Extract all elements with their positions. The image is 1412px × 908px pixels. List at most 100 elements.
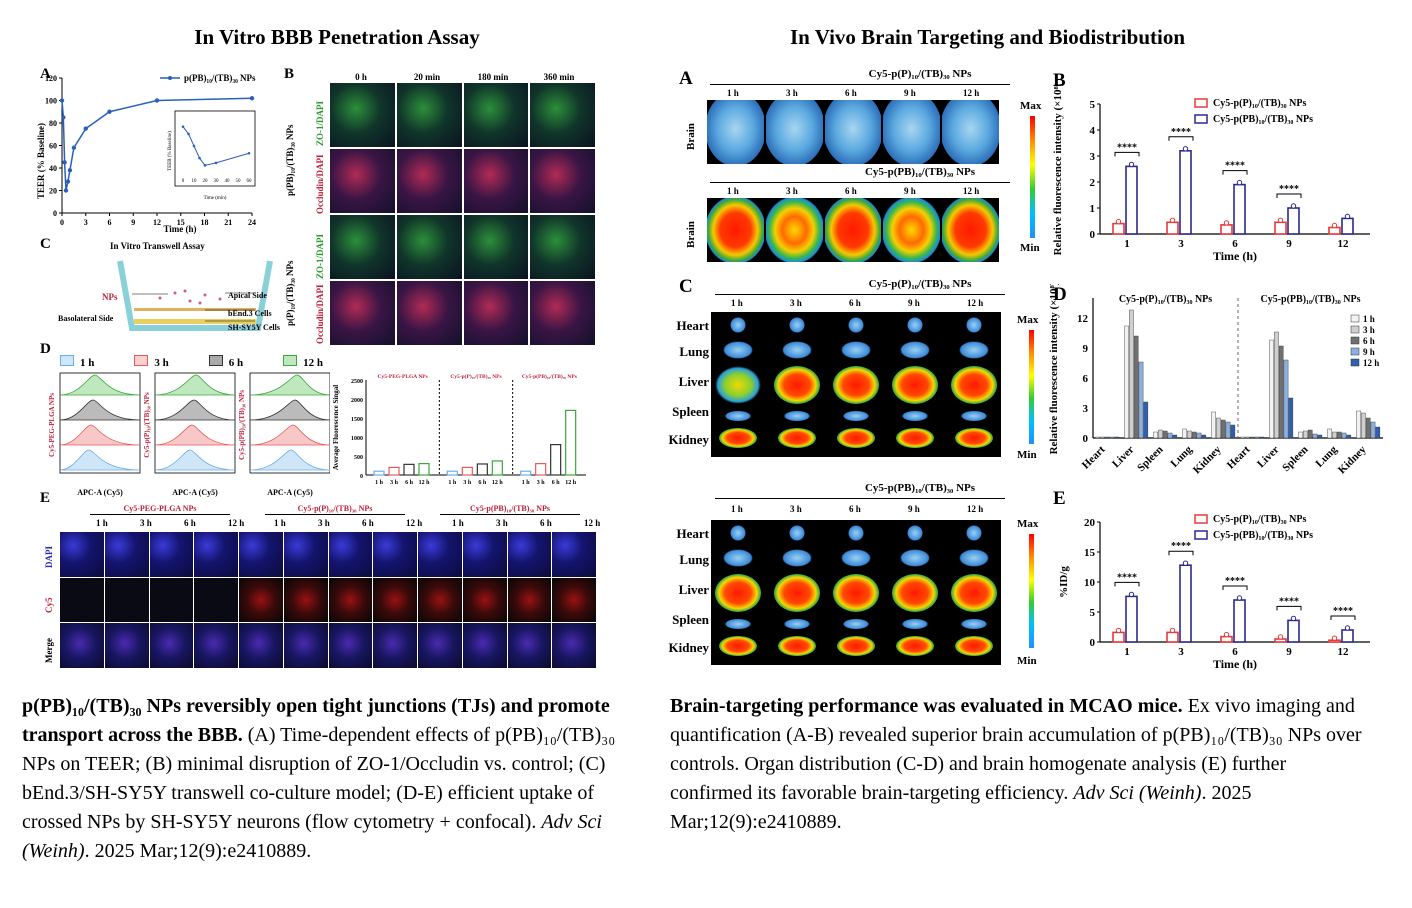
rc-organ-image [956, 340, 991, 360]
d-ylabel: Average Fluorescence Singal [332, 385, 340, 470]
rc-organ-image [954, 636, 993, 656]
rc-organ-column [829, 520, 884, 665]
panel-label-c: C [40, 236, 51, 252]
histogram-curve [59, 449, 141, 471]
rc-organ-image [897, 340, 932, 360]
legend-label: Cy5-p(P)₁₀/(TB)₃₀ NPs [1213, 98, 1306, 109]
rc-organ-image [721, 548, 756, 568]
teer-point [59, 98, 65, 103]
b-image-grid [330, 83, 595, 345]
rc-organ-image [782, 410, 813, 422]
d-xtick: 1 h [522, 480, 531, 486]
histogram-curve [249, 374, 330, 396]
e-time-label: 6 h [362, 518, 374, 528]
legend-label: Cy5-p(PB)₁₀/(TB)₃₀ NPs [1213, 530, 1313, 541]
e-confocal-tile [239, 577, 283, 623]
rc-organ-image [723, 618, 754, 630]
rd-bar [1249, 436, 1255, 439]
transwell-diagram [117, 260, 273, 331]
bar-point [1236, 595, 1243, 601]
bar-point [1344, 625, 1351, 631]
histogram-curve [59, 424, 141, 446]
rc-organ-image [788, 524, 807, 542]
e-confocal-tile [552, 532, 596, 577]
inset-xtick: 10 [192, 179, 198, 184]
rd-bar [1162, 430, 1168, 439]
ra-time-label: 1 h [727, 88, 739, 98]
ytick: 15 [1084, 547, 1096, 559]
rd-legend-label: 12 h [1363, 358, 1379, 368]
xtick: 1 [1124, 646, 1130, 658]
e-confocal-tile [328, 532, 373, 577]
teer-ytick: 100 [45, 97, 57, 106]
d-bar [535, 462, 547, 476]
d-bar [403, 463, 415, 476]
e-group-0: Cy5-PEG-PLGA NPs [123, 504, 197, 513]
xtick: 3 [1178, 238, 1184, 250]
teer-point [67, 168, 73, 173]
b-img [463, 215, 529, 279]
xlabel: Time (h) [1213, 657, 1257, 671]
bar-point [1182, 560, 1189, 566]
bar-point [1182, 146, 1189, 152]
rc-organ-image [774, 366, 821, 404]
rc-organ-image [723, 410, 754, 422]
e-confocal-tile [462, 532, 507, 577]
left-caption-bold: p(PB)₁₀/(TB)₃₀ NPs reversibly open tight… [22, 695, 610, 746]
teer-xtick: 0 [60, 218, 64, 227]
inset-xtick: 50 [236, 179, 242, 184]
rc-max-2: Max [1017, 518, 1039, 530]
rd-bar [1298, 431, 1303, 439]
rd-bar [1133, 335, 1139, 439]
rd-group-title: Cy5-p(P)₁₀/(TB)₃₀ NPs [1119, 294, 1212, 305]
rc-organ-image [905, 524, 924, 542]
bar-point [1277, 634, 1284, 640]
rc-organ-labels-2: Heart Lung Liver Spleen Kidney [665, 520, 709, 660]
teer-ytick: 80 [49, 119, 57, 128]
rd-bar [1307, 429, 1313, 439]
rc-organ-image [840, 618, 871, 630]
e-time-label: 1 h [96, 518, 108, 528]
d-legend-1h: 1 h [60, 355, 94, 369]
b-occ-1: Occludin/DAPI [315, 154, 325, 214]
e-confocal-tile [60, 623, 104, 668]
e-group-headers: Cy5-PEG-PLGA NPs Cy5-p(P)₁₀/(TB)₃₀ NPs C… [60, 504, 600, 534]
rc-organ-image [958, 618, 989, 630]
d-group-title: Cy5-p(P)₁₀/(TB)₃₀ NPs [450, 373, 501, 380]
rd-bar [1274, 331, 1279, 439]
re-chart: 0 5 10 15 20 %ID/g Time (h) 1 **** 3 **** 6 **** 9 ***… [1058, 514, 1370, 671]
rc-group2: Cy5-p(PB)₁₀/(TB)₃₀ NPs [864, 482, 976, 494]
rc-organ-column [770, 312, 825, 457]
xtick: 12 [1338, 646, 1350, 658]
rc-organ-image [836, 636, 875, 656]
rc-organ-column [887, 312, 942, 457]
rd-bar [1216, 417, 1221, 439]
rc-organ-image [899, 618, 930, 630]
teer-point [61, 115, 66, 120]
rc-organ-image [715, 366, 762, 404]
b-time-1: 20 min [413, 72, 441, 82]
d-xtick: 12 h [492, 480, 504, 486]
bar [1125, 165, 1138, 235]
sig-stars: **** [1171, 127, 1191, 138]
sig-stars: **** [1333, 606, 1353, 617]
d-bar [418, 462, 430, 476]
rd-legend-swatch [1350, 358, 1360, 367]
inset-xtick: 40 [225, 179, 231, 184]
left-figure: A 0 20 40 60 80 100 120 0 3 6 9 12 15 18 21 24 TEER (% … [30, 58, 605, 670]
rd-bar [1317, 434, 1323, 439]
rc-organ-label: Kidney [668, 432, 709, 447]
ra-time-label: 1 h [727, 186, 739, 196]
rd-bar [1365, 417, 1371, 439]
rd-xtick: Lung [1168, 443, 1195, 470]
ytick: 5 [1090, 99, 1096, 111]
ytick: 4 [1090, 125, 1096, 137]
right-section-title: In Vivo Brain Targeting and Biodistribut… [789, 25, 1186, 49]
inset-point [192, 144, 196, 148]
right-panel-label-c: C [679, 276, 693, 297]
e-confocal-tile [328, 623, 373, 668]
rc-time-label: 3 h [790, 298, 802, 308]
ra-time-label: 9 h [904, 88, 916, 98]
rc-organ-label: Liver [678, 374, 709, 389]
d-ytick: 1000 [351, 436, 363, 442]
